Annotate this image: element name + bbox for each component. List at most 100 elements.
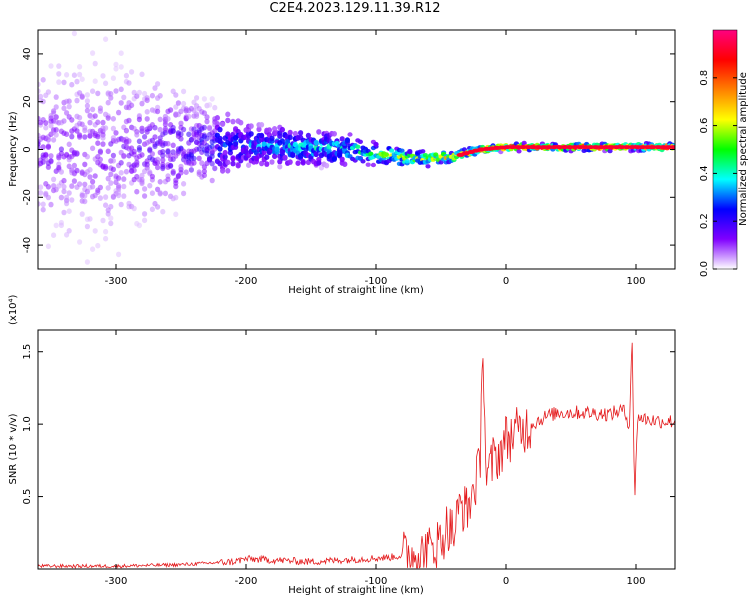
- spectrogram-cell: [344, 137, 350, 143]
- spectrogram-cell: [196, 169, 202, 175]
- spectrogram-cell: [339, 156, 345, 163]
- spectrogram-cell: [220, 168, 226, 174]
- spectrogram-cell: [84, 92, 90, 98]
- spectrogram-cell: [287, 134, 293, 141]
- spectrogram-cell: [316, 129, 322, 135]
- spectrogram-cell: [279, 126, 285, 133]
- spectrogram-cell: [69, 81, 75, 88]
- spectrogram-cell: [142, 211, 148, 217]
- spectrogram-cell: [43, 124, 49, 131]
- x-tick-label: -200: [235, 576, 258, 587]
- spectrogram-cell: [105, 185, 111, 191]
- spectrogram-cell: [217, 126, 223, 133]
- spectrogram-cell: [64, 110, 70, 116]
- spectrogram-cell: [48, 158, 54, 164]
- spectrogram-cell: [272, 153, 278, 160]
- x-tick-label: 0: [503, 276, 509, 287]
- spectrogram-cell: [113, 88, 119, 94]
- spectrogram-cell: [209, 153, 215, 160]
- spectrogram-cell: [292, 130, 298, 137]
- spectrogram-cell: [66, 103, 72, 110]
- spectrogram-cell: [521, 140, 527, 146]
- spectrogram-cell: [77, 71, 83, 78]
- spectrogram-cell: [77, 64, 83, 70]
- spectrogram-cell: [103, 235, 109, 242]
- spectrogram-cell: [152, 85, 158, 91]
- y-tick-label: 0.5: [22, 489, 33, 505]
- spectrogram-cell: [277, 163, 283, 170]
- spectrogram-cell: [110, 125, 116, 132]
- spectrogram-cell: [82, 181, 88, 188]
- spectrogram-cell: [87, 216, 93, 222]
- spectrogram-cell: [222, 149, 228, 156]
- spectrogram-cell: [82, 125, 88, 131]
- spectrogram-cell: [113, 66, 119, 72]
- spectrogram-cell: [69, 133, 75, 140]
- spectrogram-cell: [110, 158, 116, 164]
- spectrogram-cell: [139, 100, 145, 107]
- spectrogram-cell: [64, 232, 70, 238]
- x-tick-label: 100: [626, 576, 645, 587]
- spectrogram-cell: [149, 206, 155, 213]
- spectrogram-cell: [225, 111, 231, 118]
- spectrogram-cell: [181, 148, 187, 155]
- spectrogram-cell: [56, 164, 62, 171]
- spectrogram-cell: [181, 181, 187, 187]
- spectrogram-cell: [155, 108, 161, 115]
- spectrogram-cell: [149, 190, 155, 196]
- spectrogram-cell: [246, 162, 252, 168]
- spectrogram-cell: [178, 136, 184, 142]
- spectrogram-cell: [61, 177, 67, 184]
- spectrogram-cell: [66, 141, 72, 148]
- spectrogram-cell: [103, 125, 109, 131]
- spectrogram-cell: [71, 162, 77, 169]
- spectrogram-cell: [269, 159, 275, 165]
- spectrogram-cell: [160, 208, 166, 215]
- spectrogram-cell: [248, 131, 254, 137]
- spectrogram-cell: [422, 153, 428, 158]
- spectrogram-cell: [84, 188, 90, 195]
- spectrogram-cell: [313, 139, 319, 146]
- spectrogram-cell: [100, 141, 106, 147]
- spectrogram-cell: [108, 171, 114, 178]
- spectrogram-cell: [233, 141, 239, 147]
- top-y-ticks: -40 -20 0 20 40: [22, 48, 675, 253]
- spectrogram-cell: [266, 127, 272, 133]
- spectrogram-cell: [48, 122, 54, 129]
- spectrogram-cell: [121, 183, 127, 190]
- spectrogram-cell: [66, 98, 72, 104]
- spectrogram-cell: [116, 183, 122, 189]
- x-tick-label: -200: [235, 276, 258, 287]
- spectrogram-cell: [201, 172, 207, 179]
- spectrogram-cell: [157, 126, 163, 133]
- spectrogram-cell: [173, 194, 179, 201]
- spectrogram-cell: [139, 71, 145, 78]
- spectrogram-cell: [105, 115, 111, 121]
- spectrogram-cell: [123, 127, 129, 134]
- spectrogram-cell: [204, 150, 210, 157]
- spectrogram-cell: [100, 135, 106, 141]
- spectrogram-cell: [126, 117, 132, 124]
- spectrogram-cell: [181, 190, 187, 197]
- spectrogram-cell: [178, 170, 184, 176]
- spectrogram-cell: [295, 160, 301, 166]
- spectrogram-cell: [45, 243, 52, 250]
- spectrogram-cell: [71, 30, 77, 37]
- spectrogram-cell: [212, 104, 218, 111]
- spectrogram-cell: [285, 138, 291, 145]
- spectrogram-cell: [204, 118, 210, 125]
- colorbar-ticks: 0.0 0.2 0.4 0.6 0.8: [699, 70, 737, 277]
- spectrogram-cell: [53, 114, 59, 120]
- spectrogram-cell: [97, 105, 103, 111]
- spectrogram-cell: [152, 124, 158, 131]
- spectrogram-cell: [74, 167, 80, 174]
- spectrogram-cell: [139, 127, 145, 133]
- y-tick-label: 1.0: [22, 416, 33, 432]
- spectrogram-cell: [407, 150, 413, 155]
- spectrogram-cell: [194, 113, 200, 119]
- spectrogram-cell: [170, 142, 176, 149]
- spectrogram-cell: [136, 147, 142, 153]
- spectrogram-cell: [118, 50, 124, 56]
- spectrogram-cell: [186, 113, 192, 120]
- spectrogram-cell: [53, 127, 59, 133]
